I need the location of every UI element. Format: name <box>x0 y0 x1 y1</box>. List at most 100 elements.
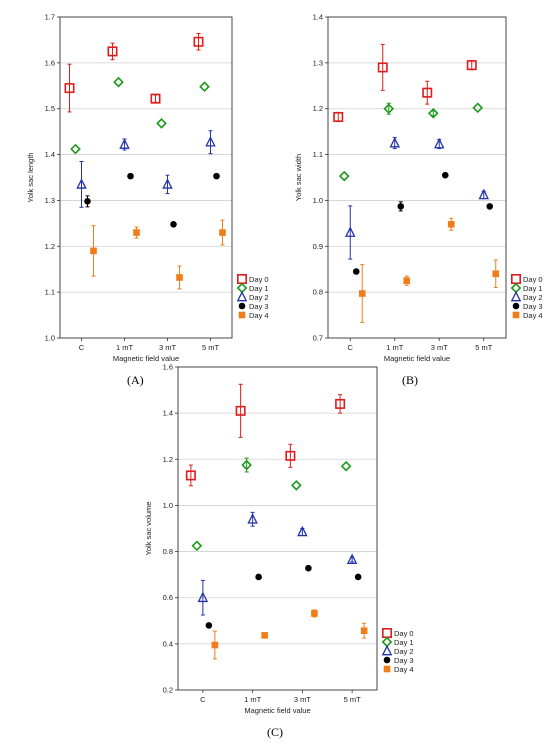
x-axis-label: Magnetic field value <box>384 354 450 363</box>
data-point <box>205 136 216 147</box>
legend-marker <box>510 273 521 284</box>
chart-panel-2: 0.7 0.8 0.9 1.0 1.1 1.2 1.3 1.4 C 1 mT 3 mT 5 mT Mag… <box>294 13 543 364</box>
data-point <box>422 87 433 98</box>
data-point <box>185 470 196 481</box>
y-tick-label: 1.3 <box>313 58 323 67</box>
legend-marker <box>237 273 248 284</box>
x-tick-label: 5 mT <box>202 343 220 352</box>
legend-marker <box>238 302 246 310</box>
data-point <box>340 460 352 472</box>
legend-label: Day 2 <box>394 647 414 656</box>
data-point <box>354 573 362 581</box>
data-point <box>84 198 91 205</box>
x-axis-label: Magnetic field value <box>244 706 310 715</box>
data-point <box>255 573 262 581</box>
y-tick-label: 1.2 <box>163 455 173 464</box>
data-point <box>64 83 75 94</box>
legend-label: Day 1 <box>394 638 414 647</box>
data-point <box>352 268 360 275</box>
x-tick-label: 5 mT <box>344 695 362 704</box>
panel-label-b: (B) <box>402 373 418 387</box>
data-point <box>427 107 439 119</box>
data-point <box>297 525 308 537</box>
data-point <box>235 405 246 416</box>
y-tick-label: 1.1 <box>313 150 323 159</box>
data-point <box>333 111 344 122</box>
legend-label: Day 4 <box>394 665 414 674</box>
data-point <box>492 270 500 278</box>
legend-label: Day 0 <box>394 629 414 638</box>
y-tick-label: 0.9 <box>313 242 323 251</box>
data-point <box>478 188 490 200</box>
x-tick-label: 1 mT <box>244 695 262 704</box>
data-point <box>397 203 405 210</box>
y-axis-label: Yolk sac volume <box>144 502 153 556</box>
x-tick-label: C <box>79 343 85 352</box>
data-point <box>76 178 87 189</box>
legend-marker <box>381 627 392 638</box>
legend-label: Day 3 <box>523 302 543 311</box>
legend-label: Day 4 <box>249 311 269 320</box>
data-point <box>219 229 226 236</box>
data-point <box>358 290 366 297</box>
data-point <box>193 36 204 47</box>
legend-label: Day 1 <box>523 284 543 293</box>
data-point <box>156 118 167 129</box>
data-point <box>466 60 477 71</box>
y-tick-label: 1.4 <box>45 150 55 159</box>
y-tick-label: 0.8 <box>313 288 323 297</box>
data-point <box>403 277 411 284</box>
x-tick-label: 3 mT <box>431 343 449 352</box>
y-tick-label: 0.7 <box>313 334 323 343</box>
data-point <box>338 170 350 182</box>
legend-marker <box>236 290 248 302</box>
y-tick-label: 1.6 <box>45 58 55 67</box>
x-tick-label: 1 mT <box>116 343 134 352</box>
data-point <box>241 459 252 471</box>
data-point <box>261 632 268 639</box>
y-tick-label: 1.7 <box>45 13 55 22</box>
x-tick-label: 3 mT <box>159 343 177 352</box>
legend-marker <box>512 302 520 310</box>
data-point <box>191 540 203 552</box>
data-point <box>247 513 258 524</box>
data-point <box>119 138 130 149</box>
y-tick-label: 1.4 <box>313 13 323 22</box>
data-point <box>127 172 134 180</box>
y-tick-label: 1.5 <box>45 104 55 113</box>
data-point <box>199 81 210 93</box>
data-point <box>389 136 401 148</box>
panel-label-c: (C) <box>267 725 283 739</box>
legend-label: Day 3 <box>249 302 269 311</box>
data-point <box>344 226 356 237</box>
data-point <box>377 62 388 73</box>
y-tick-label: 0.8 <box>163 547 173 556</box>
x-tick-label: C <box>200 695 206 704</box>
y-axis-label: Yolk sac width <box>294 154 303 201</box>
y-tick-label: 0.2 <box>163 686 173 695</box>
legend-marker <box>512 311 520 319</box>
data-point <box>133 229 140 236</box>
data-point <box>113 76 124 88</box>
x-axis-label: Magnetic field value <box>113 354 179 363</box>
legend-label: Day 2 <box>249 293 269 302</box>
legend-marker <box>383 656 391 664</box>
data-point <box>70 143 81 155</box>
y-tick-label: 1.6 <box>163 363 173 372</box>
data-point <box>205 622 213 629</box>
plot-frame <box>177 366 378 691</box>
plot-frame <box>327 16 507 339</box>
x-tick-label: 1 mT <box>386 343 404 352</box>
data-point <box>285 450 296 461</box>
data-point <box>150 93 161 104</box>
data-point <box>311 610 318 617</box>
data-point <box>170 220 177 228</box>
chart-panel-3: 0.2 0.4 0.6 0.8 1.0 1.2 1.4 1.6 C 1 mT 3 mT 5 mT Mag… <box>144 363 414 716</box>
legend-label: Day 3 <box>394 656 414 665</box>
legend-label: Day 2 <box>523 293 543 302</box>
legend-label: Day 0 <box>249 275 269 284</box>
y-axis-label: Yolk sac length <box>26 152 35 202</box>
legend-marker <box>510 290 522 302</box>
